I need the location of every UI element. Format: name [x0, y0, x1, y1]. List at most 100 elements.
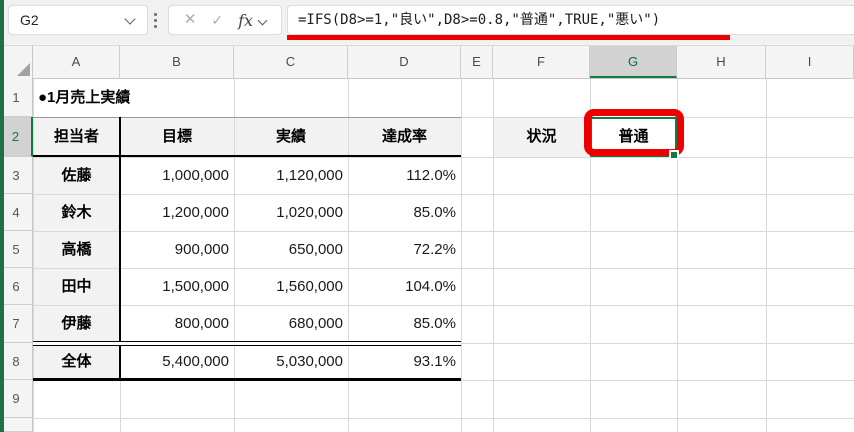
cell-B6[interactable]: 1,500,000	[162, 278, 229, 295]
cell-A3[interactable]: 佐藤	[61, 167, 92, 184]
gridline	[766, 78, 767, 432]
chevron-down-icon[interactable]	[124, 13, 136, 25]
table-top-border	[33, 116, 461, 118]
column-header-C[interactable]: C	[234, 46, 348, 78]
column-header-B[interactable]: B	[120, 46, 234, 78]
column-header-F[interactable]: F	[493, 46, 590, 78]
gridline	[234, 78, 235, 432]
cell-B7[interactable]: 800,000	[174, 315, 229, 332]
cell-B4[interactable]: 1,200,000	[162, 204, 229, 221]
gridline	[677, 78, 678, 432]
gridline	[33, 157, 854, 158]
row-header-5[interactable]: 5	[0, 231, 33, 268]
table-bottom-border	[33, 378, 461, 381]
formula-underline-annotation	[287, 35, 730, 40]
row-header-10[interactable]	[0, 418, 33, 432]
enter-icon[interactable]: ✓	[211, 12, 224, 28]
cell-C5[interactable]: 650,000	[288, 241, 343, 258]
cell-C4[interactable]: 1,020,000	[276, 204, 343, 221]
cell-B8[interactable]: 5,400,000	[162, 353, 229, 370]
cell-fill	[34, 118, 120, 157]
gridline	[33, 305, 854, 306]
gridline	[461, 78, 462, 432]
drag-handle-dots-icon[interactable]	[153, 13, 157, 28]
cell-fill	[34, 269, 120, 305]
active-cell-border	[590, 117, 677, 157]
fill-handle[interactable]	[671, 152, 677, 158]
formula-bar-area: G2 ✕ ✓ fx =IFS(D8>=1,"良い",D8>=0.8,"普通",T…	[0, 0, 854, 46]
row-header-7[interactable]: 7	[0, 305, 33, 343]
cell-G2[interactable]: 普通	[618, 128, 649, 145]
chevron-down-icon	[257, 15, 268, 25]
cell-D4[interactable]: 85.0%	[413, 204, 456, 221]
cell-F2[interactable]: 状況	[526, 128, 557, 145]
gridline	[33, 268, 854, 269]
cell-fill	[235, 118, 348, 157]
insert-function-button[interactable]: fx	[238, 10, 268, 30]
gridline	[33, 194, 854, 195]
formula-buttons: ✕ ✓ fx	[168, 5, 282, 35]
cell-fill	[121, 118, 234, 157]
cell-A1[interactable]: ●1月売上実績	[34, 79, 233, 116]
cell-D6[interactable]: 104.0%	[405, 278, 456, 295]
cell-D5[interactable]: 72.2%	[413, 241, 456, 258]
fx-icon: fx	[238, 10, 254, 30]
cell-A7[interactable]: 伊藤	[61, 315, 92, 332]
cell-B3[interactable]: 1,000,000	[162, 167, 229, 184]
cell-fill	[34, 306, 120, 343]
name-box-value: G2	[20, 12, 39, 28]
cell-A6[interactable]: 田中	[61, 278, 92, 295]
column-header-A[interactable]: A	[33, 46, 120, 78]
cancel-icon[interactable]: ✕	[183, 11, 197, 28]
cell-A8[interactable]: 全体	[61, 353, 92, 370]
row-header-3[interactable]: 3	[0, 157, 33, 194]
gridline	[33, 418, 854, 419]
row-header-4[interactable]: 4	[0, 194, 33, 231]
cell-fill	[494, 118, 590, 157]
cell-fill	[34, 158, 120, 194]
cell-fill	[34, 232, 120, 268]
cell-C3[interactable]: 1,120,000	[276, 167, 343, 184]
gridline	[33, 117, 854, 118]
formula-text: =IFS(D8>=1,"良い",D8>=0.8,"普通",TRUE,"悪い")	[298, 12, 661, 28]
cell-A5[interactable]: 高橋	[61, 241, 92, 258]
row-header-6[interactable]: 6	[0, 268, 33, 305]
select-all-corner[interactable]	[0, 46, 33, 78]
cell-A2[interactable]: 担当者	[53, 128, 99, 145]
gridline	[493, 78, 494, 432]
cell-A4[interactable]: 鈴木	[61, 204, 92, 221]
column-header-H[interactable]: H	[677, 46, 766, 78]
cell-fill	[34, 195, 120, 231]
row-header-8[interactable]: 8	[0, 343, 33, 380]
cell-C6[interactable]: 1,560,000	[276, 278, 343, 295]
annotation-red-box	[584, 109, 684, 156]
gridline	[348, 78, 349, 432]
column-a-right-border	[119, 117, 121, 380]
cell-C8[interactable]: 5,030,000	[276, 353, 343, 370]
cell-B2[interactable]: 目標	[161, 128, 192, 145]
column-header-D[interactable]: D	[348, 46, 461, 78]
formula-input[interactable]: =IFS(D8>=1,"良い",D8>=0.8,"普通",TRUE,"悪い")	[287, 5, 854, 35]
row-header-9[interactable]: 9	[0, 380, 33, 418]
cell-B5[interactable]: 900,000	[174, 241, 229, 258]
table-header-bottom-border	[33, 155, 461, 157]
cell-D7[interactable]: 85.0%	[413, 315, 456, 332]
window-edge-strip	[0, 0, 4, 432]
cell-C7[interactable]: 680,000	[288, 315, 343, 332]
cell-D2[interactable]: 達成率	[381, 128, 427, 145]
name-box[interactable]: G2	[8, 5, 148, 35]
gridline	[33, 231, 854, 232]
cell-C2[interactable]: 実績	[275, 128, 306, 145]
column-header-G[interactable]: G	[590, 46, 677, 78]
gridline	[33, 380, 854, 381]
cell-D8[interactable]: 93.1%	[413, 353, 456, 370]
cell-D3[interactable]: 112.0%	[406, 167, 456, 184]
cell-fill	[349, 118, 461, 157]
column-header-E[interactable]: E	[461, 46, 493, 78]
total-row-double-rule	[33, 341, 461, 346]
column-header-I[interactable]: I	[766, 46, 854, 78]
row-header-1[interactable]: 1	[0, 78, 33, 117]
row-header-2[interactable]: 2	[0, 117, 33, 157]
cell-fill	[34, 344, 120, 380]
